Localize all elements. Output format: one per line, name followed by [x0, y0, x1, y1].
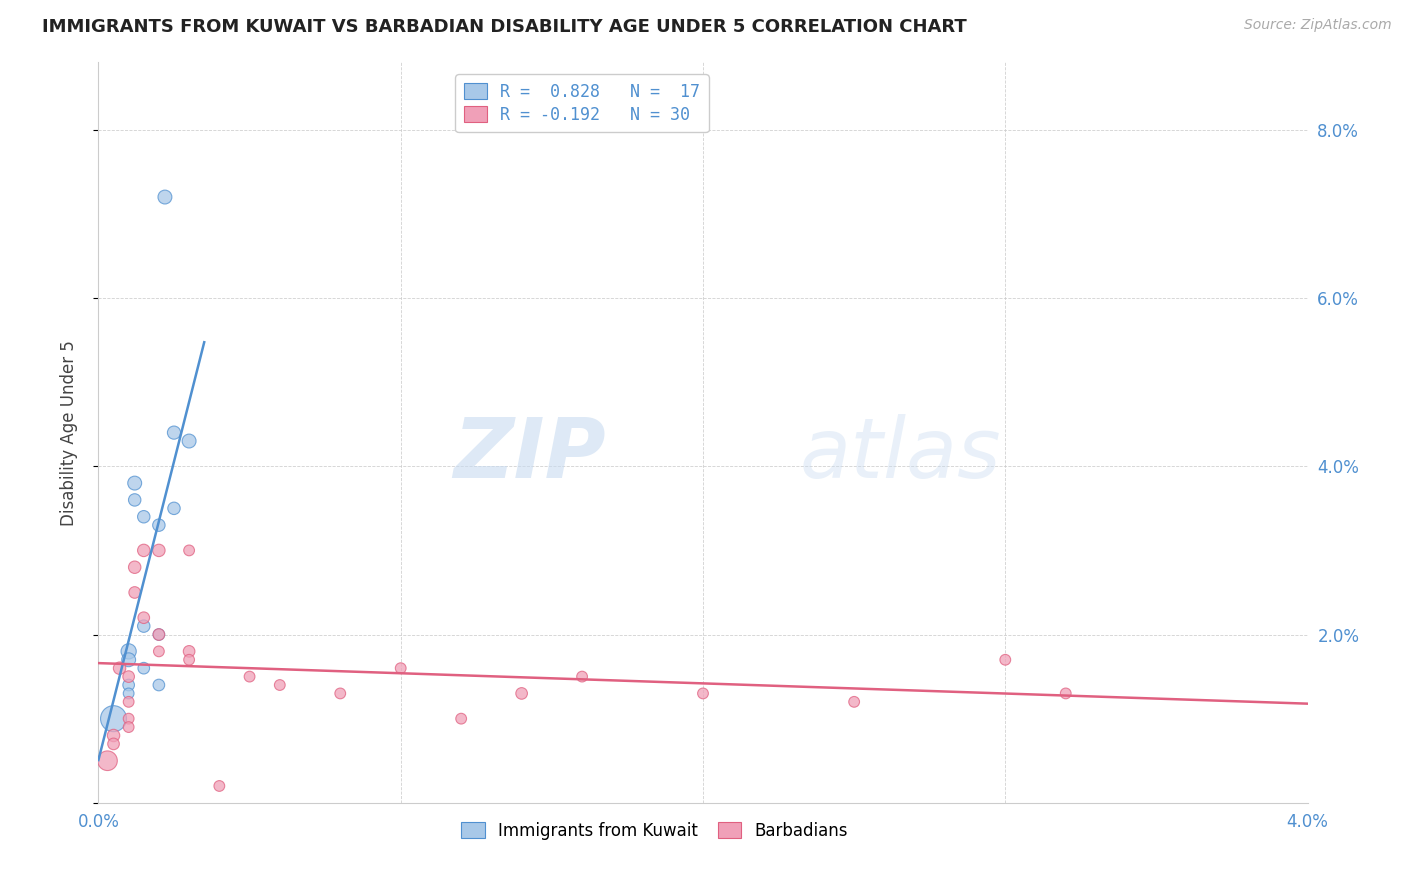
Point: [571, 670, 593, 684]
Y-axis label: Disability Age Under 5: Disability Age Under 5: [59, 340, 77, 525]
Point: [132, 661, 155, 675]
Point: [844, 695, 866, 709]
Point: [163, 425, 186, 440]
Point: [118, 653, 141, 667]
Point: [148, 627, 170, 641]
Point: [103, 729, 125, 743]
Point: [148, 518, 170, 533]
Point: [510, 686, 533, 700]
Text: atlas: atlas: [800, 414, 1001, 495]
Point: [179, 644, 201, 658]
Point: [124, 560, 146, 574]
Point: [118, 712, 141, 726]
Point: [118, 678, 141, 692]
Point: [329, 686, 352, 700]
Point: [132, 509, 155, 524]
Point: [148, 543, 170, 558]
Point: [692, 686, 714, 700]
Point: [208, 779, 231, 793]
Point: [132, 610, 155, 624]
Point: [103, 712, 125, 726]
Point: [124, 476, 146, 491]
Text: IMMIGRANTS FROM KUWAIT VS BARBADIAN DISABILITY AGE UNDER 5 CORRELATION CHART: IMMIGRANTS FROM KUWAIT VS BARBADIAN DISA…: [42, 18, 967, 36]
Text: Source: ZipAtlas.com: Source: ZipAtlas.com: [1244, 18, 1392, 32]
Point: [108, 661, 131, 675]
Text: ZIP: ZIP: [454, 414, 606, 495]
Point: [118, 670, 141, 684]
Point: [163, 501, 186, 516]
Point: [153, 190, 176, 204]
Point: [239, 670, 262, 684]
Point: [148, 678, 170, 692]
Point: [118, 720, 141, 734]
Point: [148, 644, 170, 658]
Point: [148, 627, 170, 641]
Point: [179, 434, 201, 448]
Point: [994, 653, 1017, 667]
Point: [450, 712, 472, 726]
Point: [179, 653, 201, 667]
Point: [124, 585, 146, 599]
Point: [118, 644, 141, 658]
Point: [124, 492, 146, 507]
Point: [389, 661, 412, 675]
Point: [179, 543, 201, 558]
Point: [96, 754, 118, 768]
Point: [103, 737, 125, 751]
Point: [132, 543, 155, 558]
Point: [1054, 686, 1077, 700]
Point: [118, 686, 141, 700]
Point: [118, 695, 141, 709]
Point: [132, 619, 155, 633]
Legend: Immigrants from Kuwait, Barbadians: Immigrants from Kuwait, Barbadians: [454, 815, 855, 847]
Point: [269, 678, 291, 692]
